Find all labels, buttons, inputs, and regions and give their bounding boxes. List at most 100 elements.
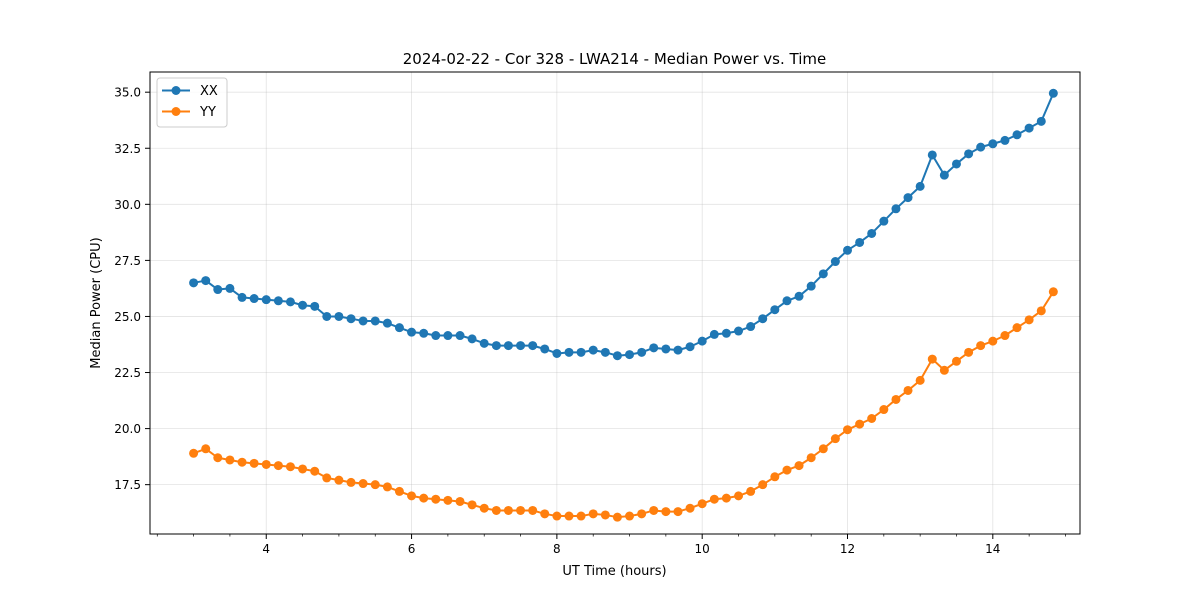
data-point-xx [588,345,598,355]
data-point-xx [1012,130,1022,140]
data-point-xx [419,328,429,338]
data-point-yy [1024,315,1034,325]
data-point-xx [491,341,501,351]
data-point-xx [370,316,380,326]
data-point-xx [201,276,211,286]
data-point-yy [830,434,840,444]
data-point-xx [552,348,562,358]
data-point-xx [310,301,320,311]
data-point-xx [855,237,865,247]
data-point-yy [467,500,477,510]
data-point-xx [273,296,283,306]
data-point-yy [1012,323,1022,333]
data-point-yy [891,394,901,404]
data-point-yy [358,479,368,489]
data-point-xx [322,311,332,321]
data-point-yy [855,419,865,429]
y-tick-label: 17.5 [114,478,141,492]
data-point-yy [540,509,550,519]
data-point-yy [964,347,974,357]
data-point-yy [988,336,998,346]
series-layer [189,88,1058,522]
data-point-xx [685,342,695,352]
data-point-yy [903,385,913,395]
data-point-yy [261,459,271,469]
legend-label-yy: YY [199,105,216,120]
data-point-xx [721,328,731,338]
data-point-xx [649,343,659,353]
data-point-yy [346,477,356,487]
data-point-xx [988,139,998,149]
data-point-xx [697,336,707,346]
data-point-xx [358,316,368,326]
data-point-xx [298,300,308,310]
data-point-xx [734,326,744,336]
legend-marker-xx [171,86,181,95]
data-point-yy [588,509,598,519]
data-point-yy [818,444,828,454]
data-point-xx [479,338,489,348]
data-point-xx [661,344,671,354]
data-point-xx [394,323,404,333]
y-tick-label: 27.5 [114,254,141,268]
chart-title: 2024-02-22 - Cor 328 - LWA214 - Median P… [403,50,827,68]
data-point-yy [600,510,610,520]
data-point-yy [298,464,308,474]
data-point-xx [1036,116,1046,126]
data-point-yy [213,453,223,463]
legend: XX YY [156,77,228,128]
x-tick-label: 14 [985,542,1000,556]
data-point-xx [867,228,877,238]
data-point-xx [443,331,453,341]
legend-label-xx: XX [200,84,218,99]
data-point-yy [503,505,513,515]
data-point-yy [612,512,622,522]
data-point-yy [382,482,392,492]
data-point-yy [927,354,937,364]
data-point-yy [734,491,744,501]
data-point-yy [794,461,804,471]
data-point-yy [479,503,489,513]
data-point-xx [758,314,768,324]
data-point-xx [625,350,635,360]
data-point-xx [600,347,610,357]
data-point-xx [189,278,199,288]
y-tick-label: 35.0 [114,86,141,100]
data-point-xx [964,149,974,159]
data-point-yy [939,365,949,375]
data-point-yy [322,473,332,483]
data-point-xx [709,329,719,339]
data-point-xx [976,142,986,152]
y-tick-label: 32.5 [114,142,141,156]
data-point-xx [770,305,780,315]
data-point-yy [806,453,816,463]
data-point-yy [649,505,659,515]
data-point-yy [285,462,295,472]
data-point-yy [419,493,429,503]
data-point-xx [782,296,792,306]
data-point-xx [407,327,417,337]
data-point-yy [1000,331,1010,341]
data-point-xx [830,257,840,267]
x-tick-label: 4 [262,542,270,556]
data-point-xx [516,341,526,351]
data-point-xx [431,331,441,341]
data-point-xx [213,285,223,295]
data-point-yy [491,505,501,515]
data-point-xx [249,294,259,304]
data-point-yy [273,461,283,471]
data-point-yy [951,356,961,366]
data-point-xx [879,216,889,226]
data-point-xx [564,347,574,357]
data-point-yy [746,486,756,496]
data-point-xx [237,292,247,302]
y-tick-label: 20.0 [114,422,141,436]
data-point-yy [625,511,635,521]
legend-marker-yy [171,107,181,116]
data-point-yy [879,405,889,415]
y-tick-label: 25.0 [114,310,141,324]
data-point-xx [455,331,465,341]
data-point-yy [394,486,404,496]
data-point-yy [552,511,562,521]
data-point-xx [903,193,913,203]
